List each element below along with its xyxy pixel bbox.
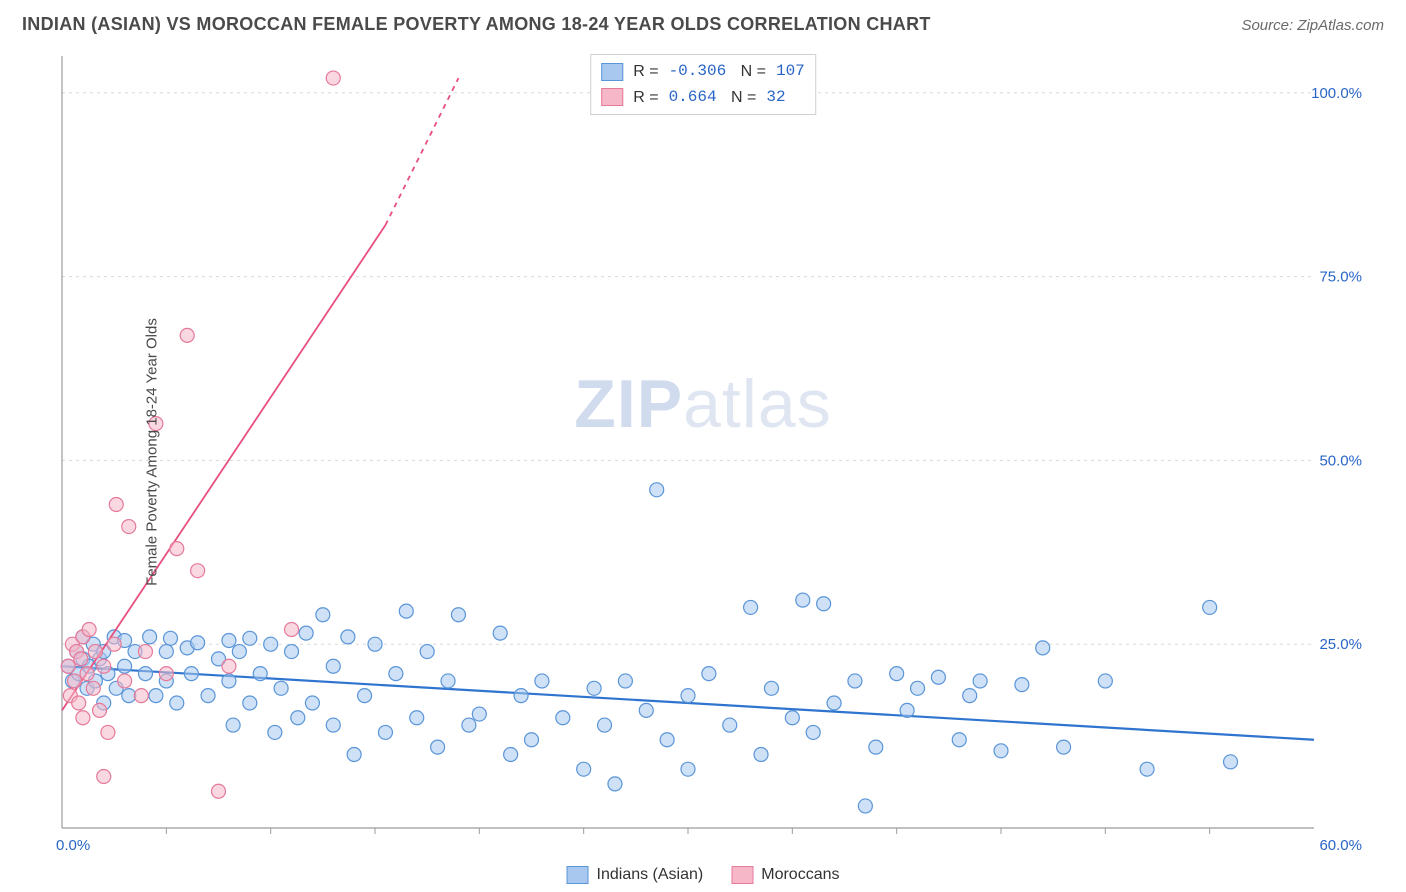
stats-row: R = -0.306 N = 107 [601, 59, 805, 85]
legend: Indians (Asian) Moroccans [567, 866, 840, 884]
svg-text:100.0%: 100.0% [1311, 85, 1362, 102]
stats-swatch-1 [601, 88, 623, 106]
legend-label: Moroccans [761, 866, 839, 884]
chart-title: INDIAN (ASIAN) VS MOROCCAN FEMALE POVERT… [22, 14, 931, 35]
svg-text:0.0%: 0.0% [56, 837, 90, 854]
stats-row: R = 0.664 N = 32 [601, 85, 805, 111]
legend-swatch-0 [567, 866, 589, 884]
legend-swatch-1 [731, 866, 753, 884]
svg-text:75.0%: 75.0% [1319, 269, 1362, 286]
svg-text:50.0%: 50.0% [1319, 452, 1362, 469]
svg-text:25.0%: 25.0% [1319, 636, 1362, 653]
stats-swatch-0 [601, 63, 623, 81]
chart-header: INDIAN (ASIAN) VS MOROCCAN FEMALE POVERT… [0, 0, 1406, 43]
y-axis-label: Female Poverty Among 18-24 Year Olds [143, 318, 160, 586]
scatter-plot: 25.0% 50.0% 75.0% 100.0% 0.0% 60.0% [22, 50, 1384, 854]
chart-area: Female Poverty Among 18-24 Year Olds ZIP… [22, 50, 1384, 854]
legend-label: Indians (Asian) [597, 866, 704, 884]
chart-source: Source: ZipAtlas.com [1241, 17, 1384, 34]
correlation-stats-box: R = -0.306 N = 107 R = 0.664 N = 32 [590, 54, 816, 115]
legend-item: Indians (Asian) [567, 866, 704, 884]
svg-text:60.0%: 60.0% [1319, 837, 1362, 854]
legend-item: Moroccans [731, 866, 839, 884]
